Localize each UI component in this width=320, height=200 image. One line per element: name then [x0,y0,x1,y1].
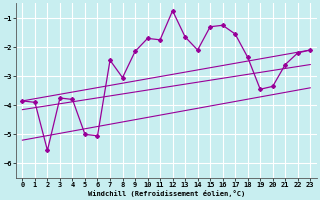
X-axis label: Windchill (Refroidissement éolien,°C): Windchill (Refroidissement éolien,°C) [88,190,245,197]
